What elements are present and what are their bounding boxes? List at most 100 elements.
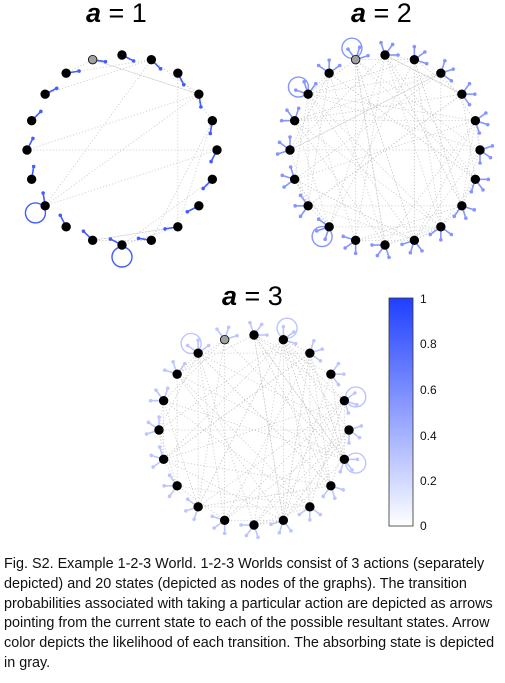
graph-edges [158, 334, 350, 526]
transition-edge [253, 339, 284, 526]
transition-edge [176, 373, 311, 508]
transition-edge [197, 400, 345, 508]
arrow-head [366, 53, 370, 58]
arrow-head [162, 368, 167, 372]
arrow-head [451, 67, 456, 71]
transition-edge [308, 59, 415, 95]
arrow-head [212, 526, 216, 530]
arrow-head [171, 359, 175, 364]
arrow-head [165, 386, 170, 391]
arrow-head [336, 382, 341, 387]
arrow-head [196, 338, 200, 342]
transition-edge [308, 205, 415, 241]
transition-edge [328, 59, 415, 228]
state-node [207, 174, 218, 185]
state-node [26, 174, 37, 185]
arrow-head [342, 372, 346, 376]
arrow-head [256, 535, 260, 540]
transition-edge [163, 459, 284, 521]
arrow-head [222, 531, 227, 536]
transition-edge [197, 353, 255, 526]
arrow-head [215, 327, 219, 331]
arrow-head [337, 63, 342, 68]
state-node [344, 425, 354, 435]
arrow-head [353, 391, 357, 395]
state-node [193, 348, 203, 358]
state-node [436, 222, 446, 232]
transition-edge [328, 72, 476, 180]
arrow-head [486, 177, 491, 182]
arrow-head [424, 61, 429, 66]
state-node [303, 89, 313, 99]
arrow-head [269, 522, 273, 527]
arrow-head [316, 63, 321, 68]
transition-edge [283, 339, 345, 401]
arrow-head [279, 118, 284, 123]
transition-edge [328, 54, 386, 227]
state-node [194, 89, 204, 99]
arrow-head [185, 209, 190, 214]
state-node [289, 115, 300, 126]
arrow-head [420, 249, 424, 253]
state-node [305, 502, 315, 512]
state-node [475, 145, 485, 155]
transition-edge [44, 59, 152, 207]
arrow-head [144, 432, 149, 436]
arrow-head [481, 188, 485, 192]
transition-edge [283, 429, 350, 521]
transition-edge [163, 400, 345, 460]
transition-edge [253, 429, 350, 526]
transition-edge [355, 59, 476, 180]
arrow-head [163, 227, 167, 231]
transition-edge [355, 54, 386, 241]
transition-edge [384, 54, 463, 207]
transition-edge [163, 400, 345, 460]
transition-graphs-figure [22, 37, 495, 540]
arrow-head [248, 320, 252, 325]
arrow-head [206, 343, 211, 348]
arrow-head [338, 469, 343, 474]
state-node [409, 235, 420, 246]
transition-edge [294, 72, 442, 180]
arrow-head [148, 398, 153, 403]
arrow-head [478, 161, 482, 165]
state-node [61, 222, 71, 232]
transition-edge [384, 120, 476, 246]
absorbing-state-node [219, 334, 230, 345]
graph-action-2 [275, 37, 495, 260]
transition-edge [307, 93, 463, 207]
arrow-head [259, 322, 264, 327]
colorbar-tick-0.8: 0.8 [420, 337, 437, 351]
transition-edge [294, 94, 309, 180]
arrow-head [298, 193, 303, 198]
arrow-head [298, 214, 303, 219]
state-node [289, 174, 300, 185]
arrow-head [210, 514, 215, 519]
self-loop [276, 317, 298, 339]
arrow-head [277, 530, 282, 535]
state-node [26, 115, 37, 126]
transition-edge [307, 93, 415, 241]
arrow-head [488, 155, 493, 160]
arrow-head [408, 250, 413, 255]
arrow-head [288, 165, 293, 169]
arrow-head [357, 435, 362, 440]
transition-edge [253, 334, 345, 460]
arrow-head [312, 338, 316, 343]
transition-edge [151, 120, 213, 241]
arrow-head [333, 496, 337, 501]
arrow-head [146, 420, 151, 425]
arrow-head [185, 343, 190, 348]
state-node [117, 240, 127, 250]
transition-edge [414, 120, 476, 241]
arrow-head [379, 40, 383, 45]
arrow-head [282, 185, 286, 189]
state-node [40, 201, 50, 211]
state-node [249, 330, 259, 340]
arrow-head [292, 330, 296, 334]
state-node [339, 454, 350, 465]
arrow-head [346, 47, 350, 51]
transition-edge [121, 179, 213, 246]
state-node [172, 481, 182, 491]
state-node [326, 369, 336, 379]
